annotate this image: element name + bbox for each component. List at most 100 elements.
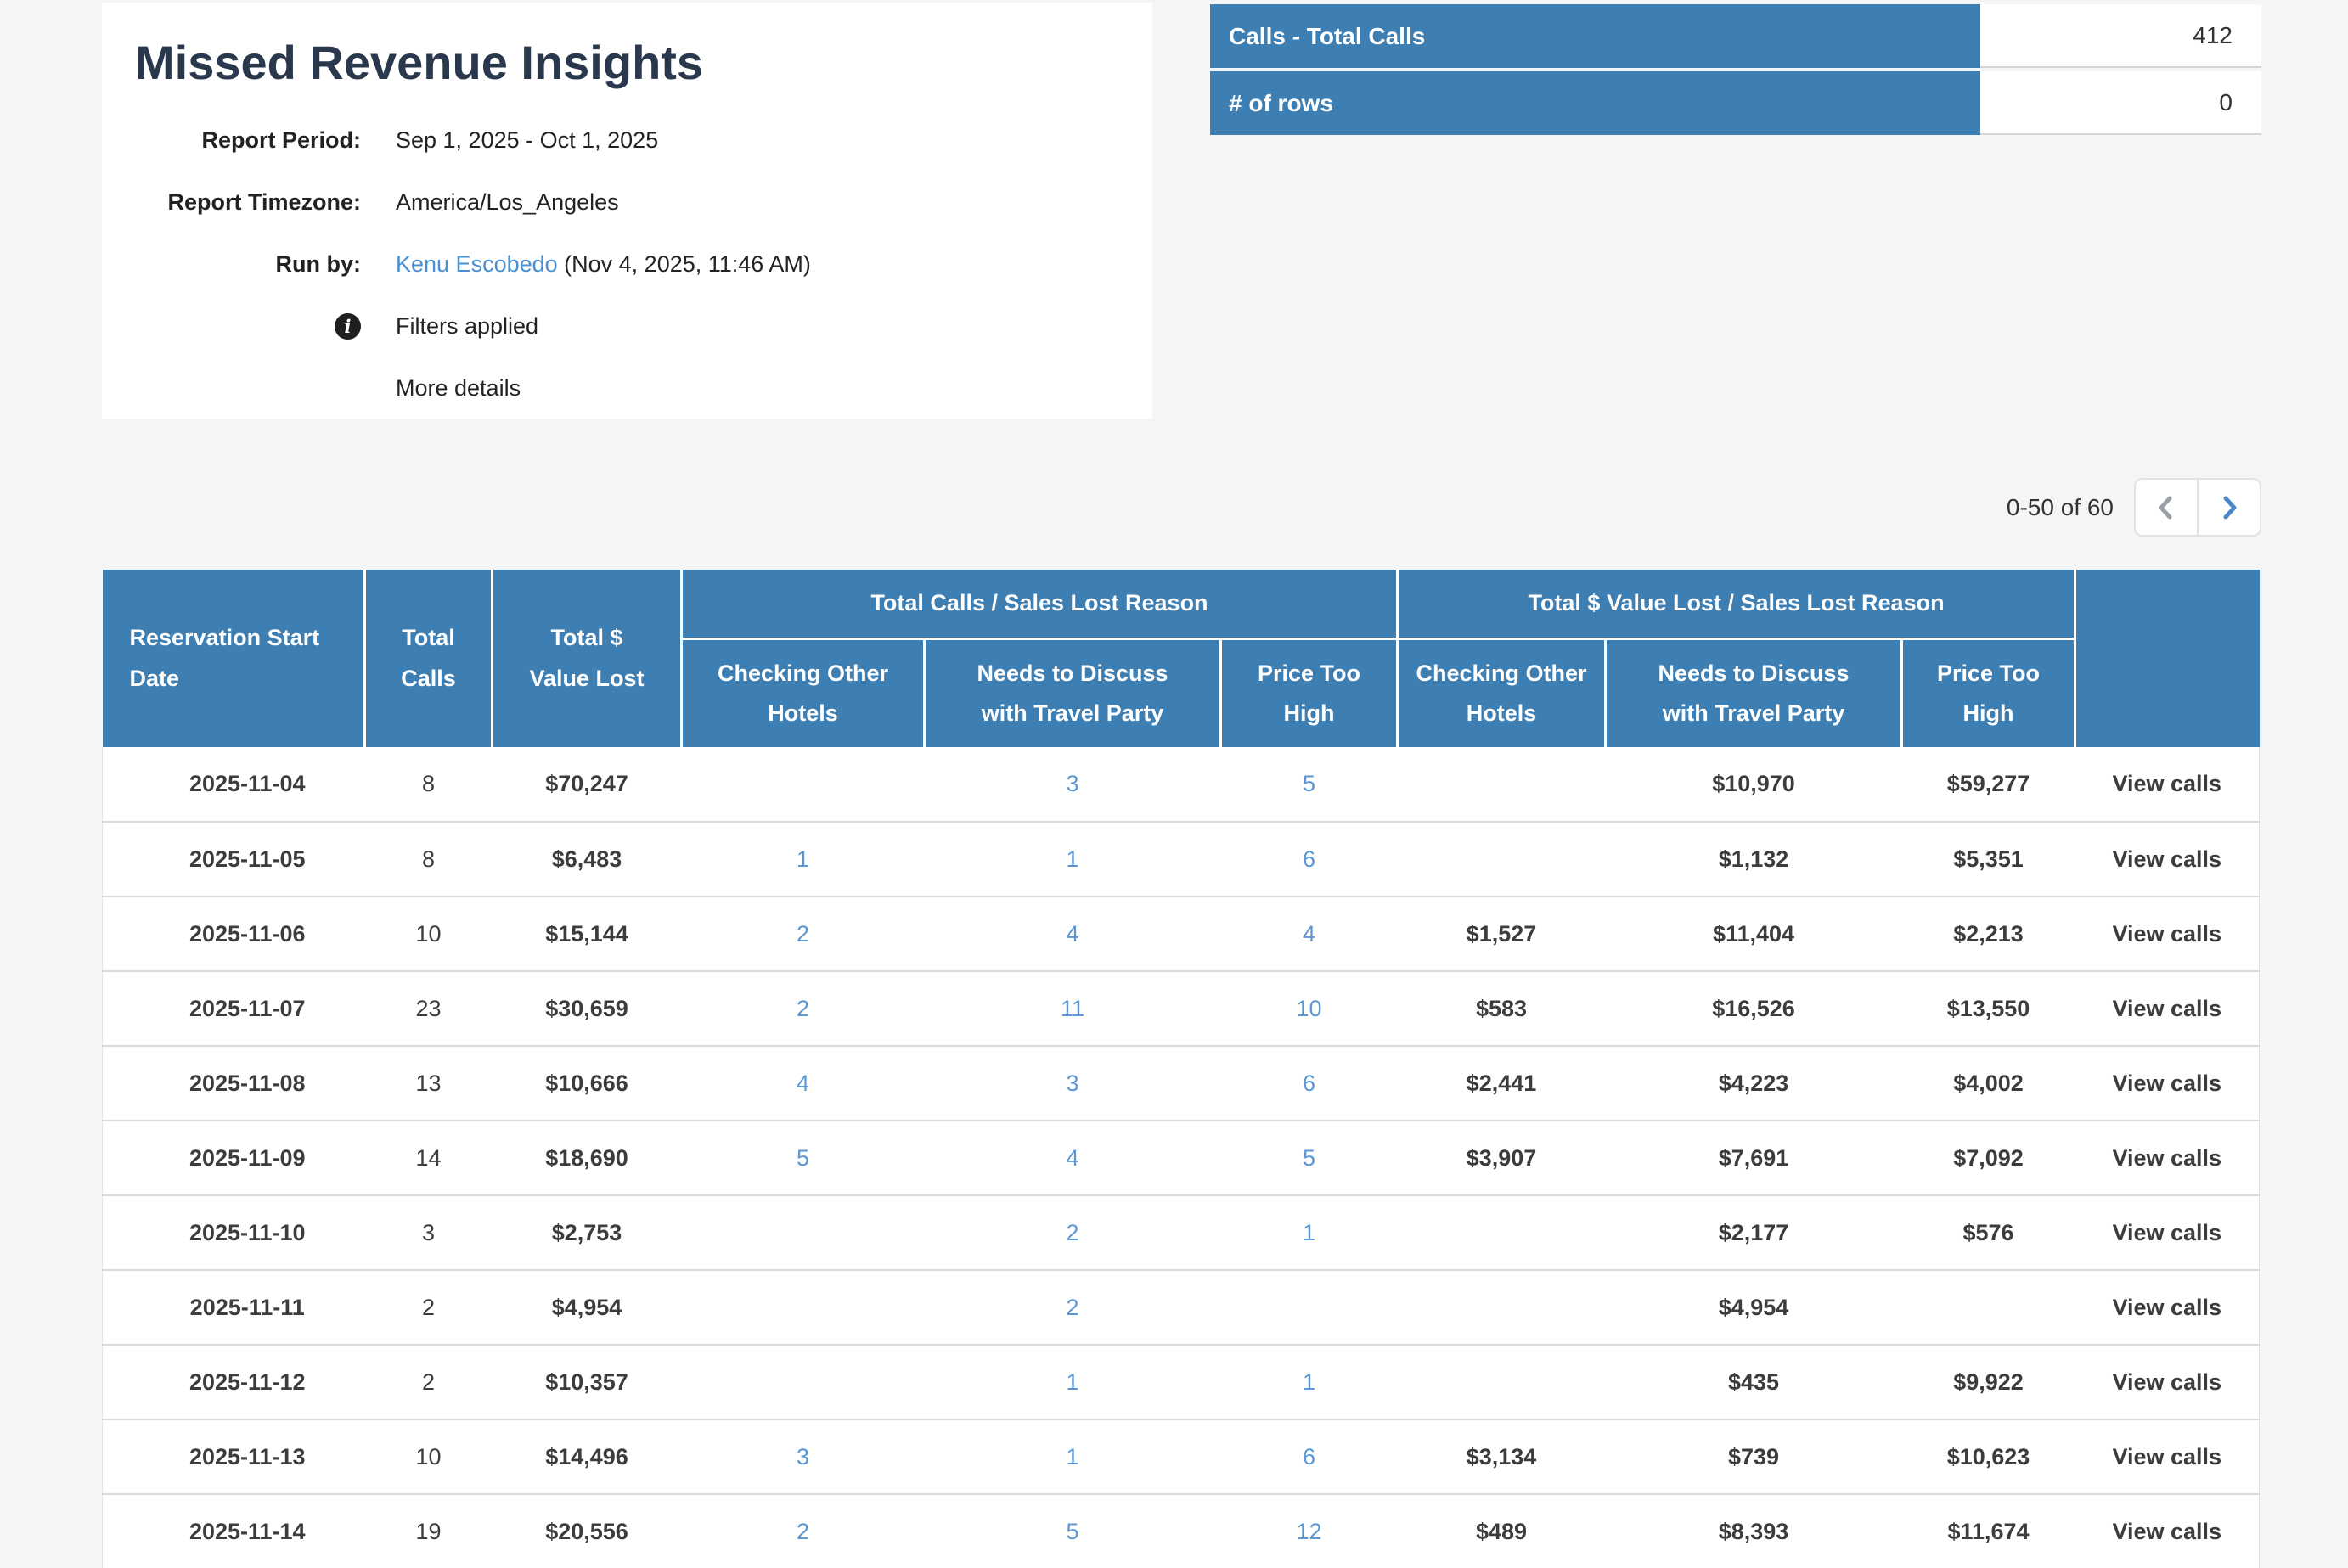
link-calls-checking-other-hotels[interactable]: 2 — [797, 996, 809, 1021]
link-calls-checking-other-hotels[interactable]: 1 — [797, 846, 809, 872]
view-calls-link[interactable]: View calls — [2075, 896, 2260, 971]
view-calls-link[interactable]: View calls — [2075, 822, 2260, 896]
cell-total-value-lost: $30,659 — [493, 971, 682, 1046]
cell-reservation-start-date: 2025-11-06 — [103, 896, 365, 971]
link-calls-price-too-high[interactable]: 10 — [1296, 996, 1321, 1021]
info-icon: i — [335, 313, 361, 340]
link-calls-needs-to-discuss[interactable]: 5 — [1066, 1519, 1078, 1544]
cell-total-value-lost: $10,666 — [493, 1046, 682, 1121]
cell-value-lost-checking-other-hotels: $1,527 — [1398, 896, 1606, 971]
cell-value-lost-checking-other-hotels: $2,441 — [1398, 1046, 1606, 1121]
link-calls-checking-other-hotels[interactable]: 4 — [797, 1071, 809, 1096]
cell-value-lost-needs-to-discuss: $11,404 — [1606, 896, 1902, 971]
link-calls-price-too-high[interactable]: 5 — [1303, 1145, 1315, 1171]
link-calls-needs-to-discuss[interactable]: 1 — [1066, 1369, 1078, 1395]
view-calls-link[interactable]: View calls — [2075, 1345, 2260, 1419]
cell-value-lost-checking-other-hotels: $3,134 — [1398, 1419, 1606, 1494]
subheader-calls-price-too-high: Price Too High — [1221, 638, 1398, 747]
more-details-link[interactable]: More details — [396, 375, 521, 402]
cell-value-lost-needs-to-discuss: $8,393 — [1606, 1494, 1902, 1568]
cell-value-lost-checking-other-hotels — [1398, 822, 1606, 896]
summary-total-calls-value: 412 — [1980, 4, 2261, 68]
cell-total-calls: 23 — [365, 971, 493, 1046]
link-calls-price-too-high[interactable]: 6 — [1303, 846, 1315, 872]
more-details-row: More details — [102, 374, 1152, 402]
view-calls-link[interactable]: View calls — [2075, 1419, 2260, 1494]
link-calls-checking-other-hotels[interactable]: 2 — [797, 921, 809, 947]
summary-table: Calls - Total Calls 412 # of rows 0 — [1210, 4, 2261, 138]
view-calls-link[interactable]: View calls — [2075, 971, 2260, 1046]
link-calls-needs-to-discuss[interactable]: 1 — [1066, 1444, 1078, 1470]
link-calls-price-too-high[interactable]: 6 — [1303, 1071, 1315, 1096]
link-calls-needs-to-discuss[interactable]: 3 — [1066, 771, 1078, 796]
filters-applied-text: Filters applied — [396, 313, 538, 340]
link-calls-needs-to-discuss[interactable]: 2 — [1066, 1295, 1078, 1320]
view-calls-link[interactable]: View calls — [2075, 747, 2260, 822]
cell-value-lost-price-too-high: $59,277 — [1902, 747, 2075, 822]
table-row: 2025-11-08 13 $10,666 4 3 6 $2,441 $4,22… — [103, 1046, 2260, 1121]
cell-value-lost-needs-to-discuss: $2,177 — [1606, 1195, 1902, 1270]
cell-value-lost-needs-to-discuss: $435 — [1606, 1345, 1902, 1419]
cell-value-lost-checking-other-hotels — [1398, 1270, 1606, 1345]
link-calls-price-too-high[interactable]: 4 — [1303, 921, 1315, 947]
cell-total-calls: 14 — [365, 1121, 493, 1195]
link-calls-needs-to-discuss[interactable]: 4 — [1066, 1145, 1078, 1171]
run-by-row: Run by: Kenu Escobedo (Nov 4, 2025, 11:4… — [102, 250, 1152, 278]
view-calls-link[interactable]: View calls — [2075, 1121, 2260, 1195]
subheader-calls-needs-to-discuss: Needs to Discuss with Travel Party — [925, 638, 1221, 747]
cell-reservation-start-date: 2025-11-13 — [103, 1419, 365, 1494]
cell-value-lost-price-too-high: $4,002 — [1902, 1046, 2075, 1121]
table-row: 2025-11-04 8 $70,247 3 5 $10,970 $59,277… — [103, 747, 2260, 822]
cell-value-lost-price-too-high: $2,213 — [1902, 896, 2075, 971]
link-calls-needs-to-discuss[interactable]: 11 — [1061, 996, 1084, 1021]
link-calls-checking-other-hotels[interactable]: 2 — [797, 1519, 809, 1544]
view-calls-link[interactable]: View calls — [2075, 1270, 2260, 1345]
link-calls-price-too-high[interactable]: 6 — [1303, 1444, 1315, 1470]
column-header-total-value-lost: Total $ Value Lost — [493, 570, 682, 747]
subheader-value-needs-to-discuss: Needs to Discuss with Travel Party — [1606, 638, 1902, 747]
report-timezone-value: America/Los_Angeles — [396, 189, 619, 216]
subheader-value-price-too-high: Price Too High — [1902, 638, 2075, 747]
subheader-value-checking-other-hotels: Checking Other Hotels — [1398, 638, 1606, 747]
cell-total-calls: 13 — [365, 1046, 493, 1121]
report-page: Missed Revenue Insights Report Period: S… — [0, 0, 2348, 1568]
report-timezone-row: Report Timezone: America/Los_Angeles — [102, 188, 1152, 216]
table-row: 2025-11-09 14 $18,690 5 4 5 $3,907 $7,69… — [103, 1121, 2260, 1195]
cell-reservation-start-date: 2025-11-09 — [103, 1121, 365, 1195]
view-calls-link[interactable]: View calls — [2075, 1195, 2260, 1270]
pagination: 0-50 of 60 — [2007, 478, 2261, 537]
view-calls-link[interactable]: View calls — [2075, 1046, 2260, 1121]
next-page-button[interactable] — [2197, 480, 2260, 535]
cell-total-value-lost: $15,144 — [493, 896, 682, 971]
link-calls-price-too-high[interactable]: 5 — [1303, 771, 1315, 796]
link-calls-needs-to-discuss[interactable]: 3 — [1066, 1071, 1078, 1096]
cell-value-lost-needs-to-discuss: $4,954 — [1606, 1270, 1902, 1345]
cell-value-lost-price-too-high: $13,550 — [1902, 971, 2075, 1046]
cell-reservation-start-date: 2025-11-12 — [103, 1345, 365, 1419]
link-calls-price-too-high[interactable]: 1 — [1303, 1220, 1315, 1245]
link-calls-checking-other-hotels[interactable]: 3 — [797, 1444, 809, 1470]
cell-total-calls: 3 — [365, 1195, 493, 1270]
link-calls-price-too-high[interactable]: 1 — [1303, 1369, 1315, 1395]
view-calls-link[interactable]: View calls — [2075, 1494, 2260, 1568]
cell-total-value-lost: $2,753 — [493, 1195, 682, 1270]
link-calls-needs-to-discuss[interactable]: 1 — [1066, 846, 1078, 872]
table-row: 2025-11-13 10 $14,496 3 1 6 $3,134 $739 … — [103, 1419, 2260, 1494]
cell-reservation-start-date: 2025-11-05 — [103, 822, 365, 896]
link-calls-needs-to-discuss[interactable]: 2 — [1066, 1220, 1078, 1245]
run-by-label: Run by: — [102, 251, 361, 278]
cell-reservation-start-date: 2025-11-14 — [103, 1494, 365, 1568]
link-calls-needs-to-discuss[interactable]: 4 — [1066, 921, 1078, 947]
previous-page-button[interactable] — [2136, 480, 2197, 535]
summary-row-num-rows: # of rows 0 — [1210, 71, 2261, 135]
run-by-user-link[interactable]: Kenu Escobedo — [396, 251, 558, 277]
cell-total-value-lost: $70,247 — [493, 747, 682, 822]
group-header-total-calls-by-reason: Total Calls / Sales Lost Reason — [682, 570, 1398, 638]
summary-num-rows-value: 0 — [1980, 71, 2261, 135]
cell-value-lost-checking-other-hotels: $3,907 — [1398, 1121, 1606, 1195]
cell-total-value-lost: $14,496 — [493, 1419, 682, 1494]
column-header-reservation-start-date: Reservation Start Date — [103, 570, 365, 747]
cell-value-lost-checking-other-hotels: $583 — [1398, 971, 1606, 1046]
link-calls-checking-other-hotels[interactable]: 5 — [797, 1145, 809, 1171]
link-calls-price-too-high[interactable]: 12 — [1296, 1519, 1321, 1544]
